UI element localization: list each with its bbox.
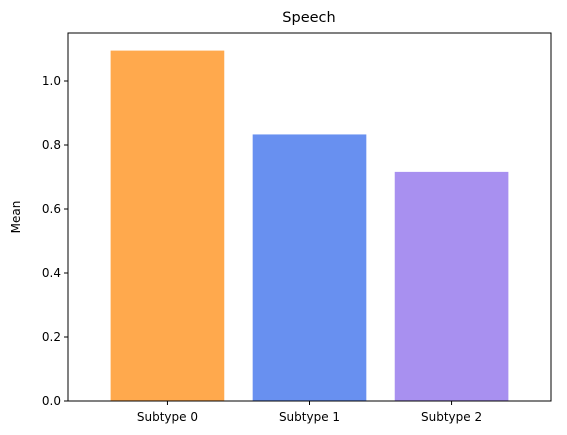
x-tick-label: Subtype 1 [279, 410, 340, 424]
bar-subtype-2 [394, 171, 509, 401]
x-tick-label: Subtype 0 [137, 410, 198, 424]
y-axis-ticks: 0.0 0.2 0.4 0.6 0.8 1.0 [42, 74, 68, 408]
bar-subtype-1 [252, 134, 367, 401]
y-tick-label: 0.2 [42, 330, 61, 344]
y-tick-label: 0.0 [42, 394, 61, 408]
chart-title: Speech [282, 10, 335, 26]
y-tick-label: 1.0 [42, 74, 61, 88]
x-axis-ticks: Subtype 0 Subtype 1 Subtype 2 [137, 401, 482, 424]
x-tick-label: Subtype 2 [421, 410, 482, 424]
y-tick-label: 0.4 [42, 266, 61, 280]
plot-frame [67, 32, 552, 402]
bar-subtype-0 [110, 50, 225, 401]
y-tick-label: 0.8 [42, 138, 61, 152]
bars-layer [110, 50, 509, 401]
y-axis-label: Mean [9, 201, 23, 234]
y-tick-label: 0.6 [42, 202, 61, 216]
